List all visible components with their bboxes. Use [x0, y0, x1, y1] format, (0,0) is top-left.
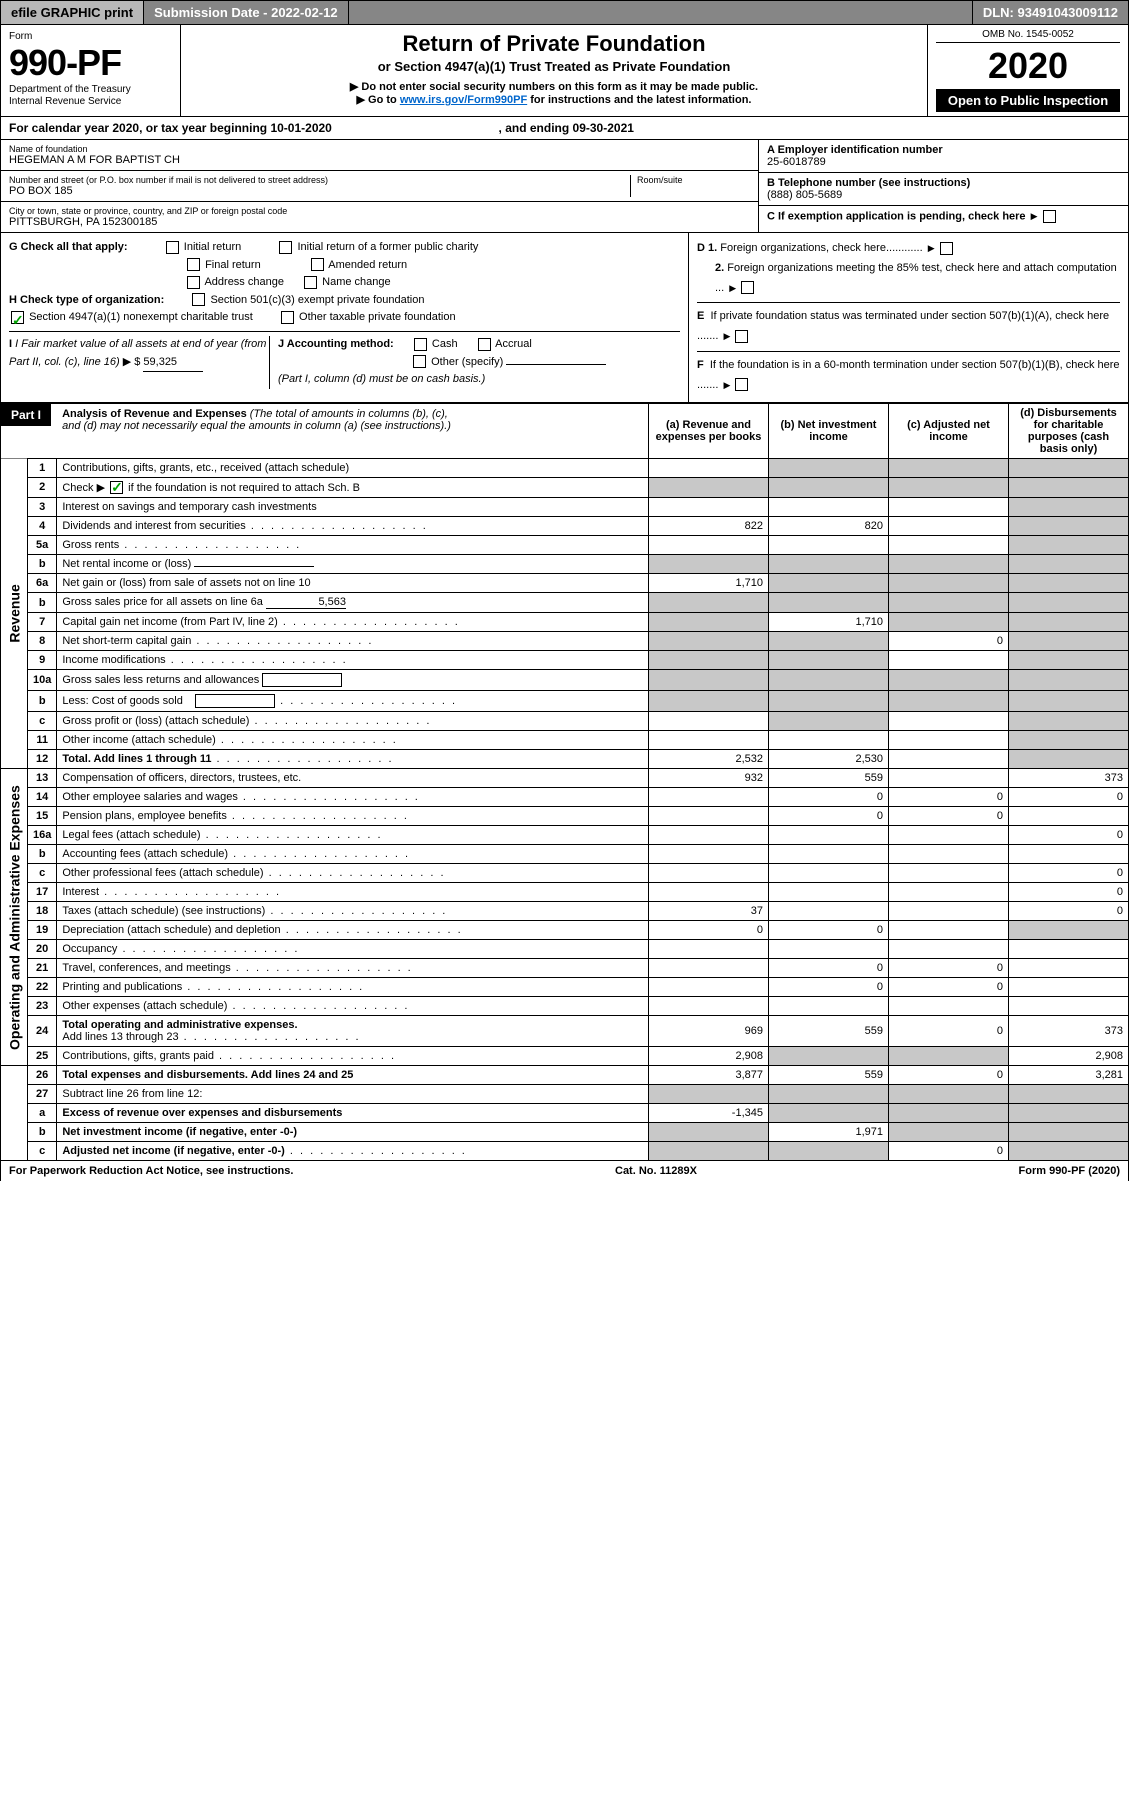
accrual-checkbox[interactable]	[478, 338, 491, 351]
form-subtitle: or Section 4947(a)(1) Trust Treated as P…	[201, 59, 907, 74]
part1-title: Analysis of Revenue and Expenses	[62, 408, 247, 420]
col-c-header: (c) Adjusted net income	[889, 403, 1009, 458]
checks-row: G Check all that apply: Initial return I…	[0, 233, 1129, 403]
exemption-pending-cell: C If exemption application is pending, c…	[759, 206, 1128, 227]
h-label: H Check type of organization:	[9, 294, 164, 306]
part1-label: Part I	[1, 404, 51, 426]
j-label: J Accounting method:	[278, 338, 394, 350]
topbar-gap	[349, 1, 973, 24]
dln: DLN: 93491043009112	[973, 1, 1128, 24]
omb-number: OMB No. 1545-0052	[936, 29, 1120, 43]
revenue-side-label: Revenue	[1, 458, 28, 769]
col-a-header: (a) Revenue and expenses per books	[649, 403, 769, 458]
topbar: efile GRAPHIC print Submission Date - 20…	[0, 0, 1129, 25]
f-checkbox[interactable]	[735, 378, 748, 391]
col-b-header: (b) Net investment income	[769, 403, 889, 458]
form-header: Form 990-PF Department of the Treasury I…	[0, 25, 1129, 117]
expenses-side-label: Operating and Administrative Expenses	[1, 769, 28, 1066]
efile-label[interactable]: efile GRAPHIC print	[1, 1, 144, 24]
phone-value: (888) 805-5689	[767, 189, 1120, 201]
city-cell: City or town, state or province, country…	[1, 202, 758, 232]
city-value: PITTSBURGH, PA 152300185	[9, 216, 750, 228]
arrow-icon	[1029, 210, 1038, 222]
amended-return-checkbox[interactable]	[311, 258, 324, 271]
exemption-checkbox[interactable]	[1043, 210, 1056, 223]
public-inspection: Open to Public Inspection	[936, 89, 1120, 112]
d2-checkbox[interactable]	[741, 281, 754, 294]
address-label: Number and street (or P.O. box number if…	[9, 175, 630, 185]
submission-date: Submission Date - 2022-02-12	[144, 1, 349, 24]
irs-label: Internal Revenue Service	[9, 96, 172, 108]
foundation-name-cell: Name of foundation HEGEMAN A M FOR BAPTI…	[1, 140, 758, 171]
address-cell: Number and street (or P.O. box number if…	[1, 171, 758, 202]
part1-table: Part I Analysis of Revenue and Expenses …	[0, 403, 1129, 1162]
col-d-header: (d) Disbursements for charitable purpose…	[1009, 403, 1129, 458]
fmv-value: 59,325	[143, 354, 203, 373]
schb-checkbox[interactable]	[110, 481, 123, 494]
e-checkbox[interactable]	[735, 330, 748, 343]
tax-year: 2020	[936, 45, 1120, 87]
exemption-label: C If exemption application is pending, c…	[767, 210, 1026, 222]
form-word: Form	[9, 31, 172, 42]
address-value: PO BOX 185	[9, 185, 630, 197]
initial-return-checkbox[interactable]	[166, 241, 179, 254]
name-change-checkbox[interactable]	[304, 276, 317, 289]
ein-label: A Employer identification number	[767, 144, 1120, 156]
initial-former-checkbox[interactable]	[279, 241, 292, 254]
address-change-checkbox[interactable]	[187, 276, 200, 289]
form-year-block: OMB No. 1545-0052 2020 Open to Public In…	[928, 25, 1128, 116]
footer-right: Form 990-PF (2020)	[1019, 1165, 1120, 1177]
other-taxable-checkbox[interactable]	[281, 311, 294, 324]
other-method-checkbox[interactable]	[413, 355, 426, 368]
city-label: City or town, state or province, country…	[9, 206, 750, 216]
501c3-checkbox[interactable]	[192, 293, 205, 306]
d1-checkbox[interactable]	[940, 242, 953, 255]
form-warn1: ▶ Do not enter social security numbers o…	[201, 80, 907, 93]
form-id-block: Form 990-PF Department of the Treasury I…	[1, 25, 181, 116]
form-title-block: Return of Private Foundation or Section …	[181, 25, 928, 116]
j-note: (Part I, column (d) must be on cash basi…	[278, 373, 485, 385]
form-title: Return of Private Foundation	[201, 31, 907, 57]
g-label: G Check all that apply:	[9, 241, 128, 253]
form-warn2: ▶ Go to www.irs.gov/Form990PF for instru…	[201, 93, 907, 106]
ein-value: 25-6018789	[767, 156, 1120, 168]
cash-checkbox[interactable]	[414, 338, 427, 351]
form990pf-link[interactable]: www.irs.gov/Form990PF	[400, 94, 527, 106]
footer-center: Cat. No. 11289X	[293, 1165, 1018, 1177]
final-return-checkbox[interactable]	[187, 258, 200, 271]
footer-row: For Paperwork Reduction Act Notice, see …	[0, 1161, 1129, 1181]
foundation-name: HEGEMAN A M FOR BAPTIST CH	[9, 154, 750, 166]
4947a1-checkbox[interactable]	[11, 311, 24, 324]
footer-left: For Paperwork Reduction Act Notice, see …	[9, 1165, 293, 1177]
name-label: Name of foundation	[9, 144, 750, 154]
phone-cell: B Telephone number (see instructions) (8…	[759, 173, 1128, 206]
calendar-year-row: For calendar year 2020, or tax year begi…	[0, 117, 1129, 140]
form-number: 990-PF	[9, 42, 172, 84]
dept-treasury: Department of the Treasury	[9, 84, 172, 96]
identity-row: Name of foundation HEGEMAN A M FOR BAPTI…	[0, 140, 1129, 233]
room-label: Room/suite	[637, 175, 750, 185]
phone-label: B Telephone number (see instructions)	[767, 177, 1120, 189]
ein-cell: A Employer identification number 25-6018…	[759, 140, 1128, 173]
